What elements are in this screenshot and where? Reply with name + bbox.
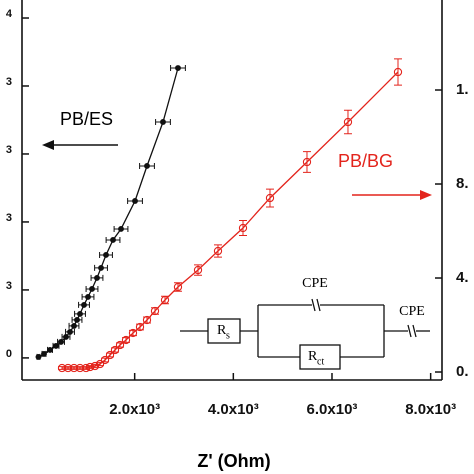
data-point	[95, 359, 105, 369]
error-bar	[173, 282, 182, 292]
y2-tick-label: 8.	[456, 175, 469, 192]
error-bar	[91, 363, 100, 369]
data-point	[71, 322, 77, 329]
data-point	[144, 163, 150, 169]
x-tick-label: 8.0x10³	[405, 401, 456, 418]
error-bar	[239, 219, 248, 237]
data-point	[58, 338, 64, 345]
series-label: PB/ES	[60, 109, 113, 129]
x-tick-label: 4.0x10³	[208, 401, 259, 418]
data-point	[343, 117, 353, 127]
data-point	[393, 67, 403, 77]
data-point	[135, 322, 145, 332]
data-point	[175, 65, 181, 71]
data-point	[213, 246, 223, 256]
data-point	[77, 310, 83, 317]
data-point	[75, 363, 85, 373]
data-point	[238, 223, 248, 233]
arrow-right	[352, 190, 432, 200]
data-point	[121, 335, 131, 345]
data-point	[128, 328, 138, 338]
series-label: PB/BG	[338, 151, 393, 171]
error-bar	[302, 151, 311, 173]
data-point	[150, 306, 160, 316]
error-bar	[393, 58, 402, 86]
data-point	[160, 295, 170, 305]
data-point	[69, 363, 79, 373]
data-point	[103, 252, 109, 258]
data-point	[47, 346, 53, 353]
data-point	[85, 362, 95, 372]
y-tick-label: 0	[6, 348, 12, 360]
data-point	[41, 350, 47, 357]
circuit-label: CPE	[399, 304, 425, 319]
y2-tick-label: 0.	[456, 363, 469, 380]
x-axis-label: Z' (Ohm)	[197, 451, 270, 471]
data-point	[110, 237, 116, 243]
data-point	[302, 157, 312, 167]
y-tick-label: 3	[6, 280, 12, 292]
data-point	[142, 315, 152, 325]
x-tick-label: 2.0x10³	[109, 401, 160, 418]
circuit	[180, 298, 430, 370]
circuit-label: ct	[317, 356, 324, 367]
data-point	[81, 301, 87, 308]
y-tick-label: 3	[6, 76, 12, 88]
data-point	[193, 265, 203, 275]
data-point	[100, 355, 110, 365]
data-point	[35, 353, 42, 360]
data-point	[63, 333, 69, 340]
data-point	[89, 285, 95, 292]
data-point	[94, 274, 100, 281]
arrow-left	[42, 140, 118, 150]
y-tick-label: 3	[6, 144, 12, 156]
error-bar	[343, 109, 352, 135]
y2-tick-label: 4.	[456, 269, 469, 286]
y-tick-label: 4	[6, 8, 13, 20]
data-point	[110, 345, 120, 355]
data-point	[98, 264, 104, 271]
data-point	[67, 328, 73, 335]
data-point	[63, 363, 73, 373]
data-point	[118, 226, 124, 232]
axes-frame	[21, 0, 443, 381]
error-bar	[265, 188, 274, 208]
data-point	[57, 363, 67, 373]
circuit-label: R	[217, 323, 227, 338]
data-point	[115, 340, 125, 350]
data-point	[132, 198, 138, 204]
data-point	[105, 350, 115, 360]
data-point	[85, 293, 91, 300]
circuit-label: R	[308, 349, 318, 364]
circuit-label: s	[226, 330, 230, 341]
data-point	[74, 316, 80, 323]
data-point	[160, 119, 166, 125]
error-bar	[213, 244, 222, 258]
y2-tick-label: 1.	[456, 81, 469, 98]
data-point	[173, 282, 183, 292]
circuit-label: CPE	[302, 276, 328, 291]
data-point	[265, 193, 275, 203]
x-tick-label: 6.0x10³	[307, 401, 358, 418]
y-tick-label: 3	[6, 212, 12, 224]
